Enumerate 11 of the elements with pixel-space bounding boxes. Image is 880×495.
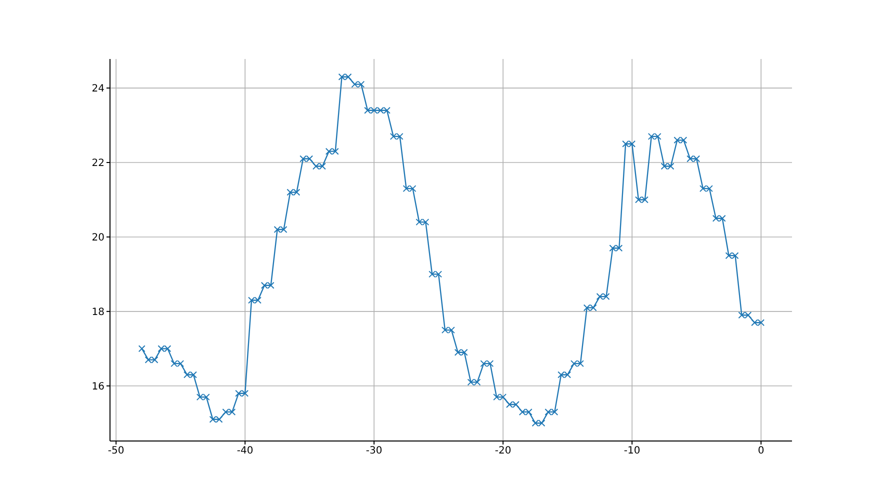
x-tick-label: -10 — [624, 446, 640, 457]
x-tick-label: -50 — [108, 446, 124, 457]
x-tick-label: -20 — [494, 446, 512, 457]
x-tick-label: -30 — [366, 446, 382, 457]
y-tick-label: 22 — [92, 158, 104, 170]
y-tick-label: 18 — [92, 306, 104, 318]
y-tick-label: 24 — [92, 84, 104, 95]
x-tick-label: -40 — [236, 446, 254, 457]
y-tick-label: 16 — [92, 381, 104, 392]
y-tick-label: 20 — [92, 232, 104, 244]
x-tick-label: 0 — [758, 446, 764, 457]
